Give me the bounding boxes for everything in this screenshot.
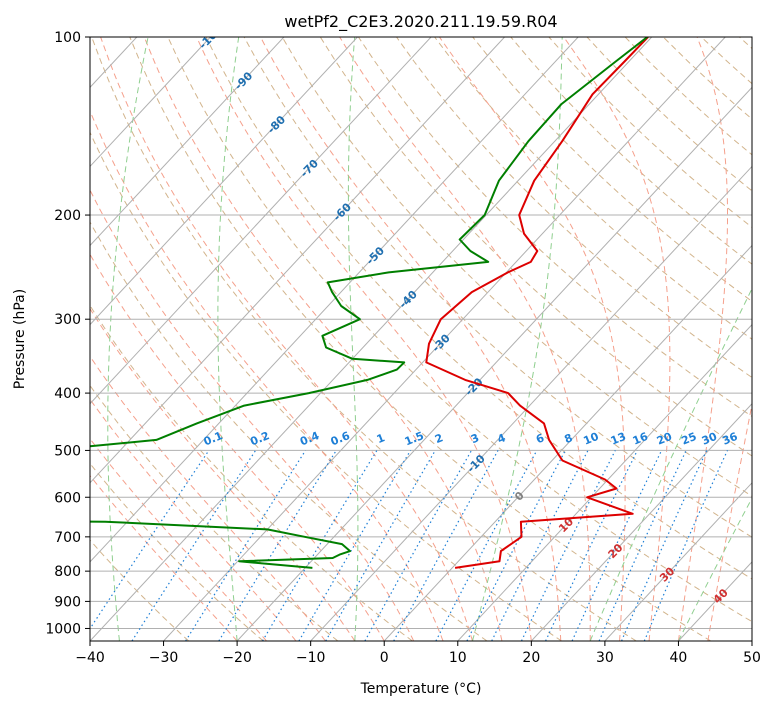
- isotherm-line: [90, 37, 285, 247]
- dry-adiabat-line: [129, 37, 712, 641]
- dry-adiabat-line: [91, 37, 637, 641]
- moist-adiabat-line: [339, 37, 591, 641]
- mixing-ratio-line: [545, 450, 638, 641]
- y-tick-label: 500: [54, 443, 81, 459]
- mixing-ratio-label: 30: [700, 430, 719, 448]
- mixing-ratio-label: 36: [720, 430, 739, 448]
- mixing-ratio-label: 25: [679, 430, 698, 448]
- isotherm-line: [383, 244, 752, 641]
- isotherm-line: [90, 37, 653, 641]
- theta-e-line: [107, 37, 149, 641]
- temperature-profile-line: [425, 37, 649, 569]
- isotherm-line: [90, 37, 211, 168]
- dry-adiabat-line: [205, 37, 752, 580]
- mixing-ratio-line: [393, 450, 499, 641]
- mixing-ratio-line: [261, 450, 378, 641]
- isotherm-line: [163, 37, 726, 641]
- dry-adiabat-line: [243, 37, 752, 538]
- dewpoint-profile-line: [90, 37, 648, 569]
- isotherm-line: [90, 37, 432, 405]
- dry-adiabat-line: [90, 462, 264, 641]
- moist-adiabat-line: [90, 253, 385, 641]
- chart-title: wetPf2_C2E3.2020.211.19.59.R04: [284, 12, 557, 32]
- isotherm-line: [90, 37, 579, 563]
- moist-adiabat-line: [677, 37, 728, 641]
- x-tick-label: 40: [670, 650, 688, 666]
- x-axis: −40 −30 −20 −10 0 10 20 30 40 50: [75, 641, 761, 666]
- y-tick-label: 800: [54, 564, 81, 580]
- theta-e-line: [347, 37, 359, 641]
- y-axis-title: Pressure (hPa): [12, 289, 28, 389]
- y-tick-label: 700: [54, 530, 81, 546]
- dry-adiabat-line: [90, 220, 488, 641]
- y-tick-label: 600: [54, 490, 81, 506]
- dry-adiabat-line: [434, 37, 752, 340]
- x-tick-label: 0: [380, 650, 389, 666]
- theta-e-line: [472, 37, 563, 641]
- dry-adiabat-line: [281, 37, 752, 497]
- moist-adiabat-line: [563, 37, 671, 641]
- isotherm-line: [457, 323, 752, 641]
- moist-adiabat-line: [260, 37, 562, 641]
- background-lines: [90, 37, 752, 641]
- x-tick-label: −10: [296, 650, 326, 666]
- x-tick-label: 20: [522, 650, 540, 666]
- isotherm-line: [90, 37, 358, 326]
- mixing-ratio-line: [185, 450, 307, 641]
- moist-adiabat-line: [90, 109, 444, 641]
- x-tick-label: 10: [449, 650, 467, 666]
- moist-adiabat-line: [196, 37, 532, 641]
- moist-adiabat-line: [100, 37, 473, 641]
- mixing-ratio-label: 2: [433, 431, 445, 446]
- plot-frame: [89, 36, 753, 642]
- x-tick-label: −20: [222, 650, 252, 666]
- isotherm-line: [236, 86, 752, 641]
- y-tick-label: 100: [54, 30, 81, 46]
- mixing-ratio-label: 13: [609, 430, 628, 448]
- isotherm-line: [604, 482, 752, 641]
- theta-e-line: [589, 287, 752, 641]
- mixing-ratio-label: 10: [582, 430, 601, 448]
- moist-adiabat-line: [90, 307, 356, 641]
- mixing-ratio-label: 1: [375, 431, 387, 446]
- x-tick-label: 30: [596, 650, 614, 666]
- y-tick-label: 300: [54, 312, 81, 328]
- moist-adiabat-line: [707, 402, 752, 641]
- dry-adiabat-line: [472, 37, 752, 303]
- dry-adiabat-line: [167, 37, 752, 623]
- isotherm-line: [310, 165, 752, 641]
- dry-adiabat-line: [90, 131, 562, 641]
- x-tick-label: −40: [75, 650, 105, 666]
- moist-adiabat-line: [90, 189, 415, 641]
- mixing-ratio-label: 8: [563, 431, 575, 446]
- mixing-ratio-line: [520, 450, 616, 641]
- moist-adiabat-line: [90, 398, 297, 641]
- dry-adiabat-line: [90, 384, 339, 641]
- isotherm-line: [90, 37, 505, 484]
- y-tick-label: 1000: [45, 621, 81, 637]
- x-tick-label: −30: [149, 650, 179, 666]
- y-axis: 100 200 300 400 500 600 700 800 900 1000: [45, 30, 90, 637]
- profile-series: [90, 37, 649, 569]
- dry-adiabat-line: [90, 539, 190, 641]
- moist-adiabat-line: [438, 37, 626, 641]
- mixing-ratio-line: [90, 450, 210, 630]
- mixing-ratio-label: 20: [655, 430, 674, 448]
- mixing-ratio-label: 3: [469, 431, 481, 446]
- mixing-ratio-line: [298, 450, 412, 641]
- theta-e-line: [217, 37, 240, 641]
- x-axis-title: Temperature (°C): [360, 681, 482, 697]
- y-tick-label: 900: [54, 594, 81, 610]
- isotherm-line: [530, 402, 752, 641]
- x-tick-label: 50: [743, 650, 761, 666]
- y-tick-label: 400: [54, 386, 81, 402]
- mixing-ratio-line: [435, 450, 538, 641]
- mixing-ratio-label: 16: [631, 430, 650, 448]
- moist-adiabat-line: [143, 37, 503, 641]
- mixing-ratio-line: [131, 450, 257, 641]
- mixing-ratio-line: [571, 450, 663, 641]
- moist-adiabat-line: [90, 355, 326, 641]
- y-tick-label: 200: [54, 208, 81, 224]
